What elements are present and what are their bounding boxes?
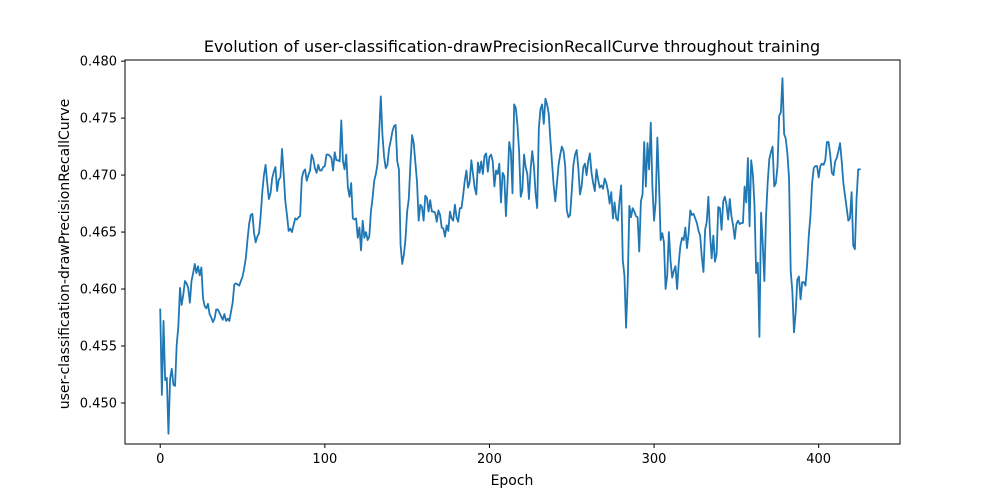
chart-title: Evolution of user-classification-drawPre… [204,37,820,56]
x-tick-label: 100 [312,452,337,467]
x-tick-label: 200 [477,452,502,467]
series-line-0 [159,77,861,435]
y-tick-label: 0.470 [80,169,117,184]
y-axis-label: user-classification-drawPrecisionRecallC… [57,99,73,410]
x-tick-label: 300 [642,452,667,467]
plot-frame [124,59,901,445]
y-tick-label: 0.455 [80,340,117,355]
x-tick-label: 400 [806,452,831,467]
plot-area: 0 100 200 300 400 0.450 0.455 0.460 0.465 0.470 0.… [80,55,901,467]
y-tick-label: 0.480 [80,55,117,70]
y-tick-label: 0.450 [80,396,117,411]
x-axis-label: Epoch [491,473,534,489]
x-tick-label: 0 [156,452,164,467]
y-tick-label: 0.475 [80,112,117,127]
y-tick-label: 0.465 [80,226,117,241]
y-tick-label: 0.460 [80,283,117,298]
